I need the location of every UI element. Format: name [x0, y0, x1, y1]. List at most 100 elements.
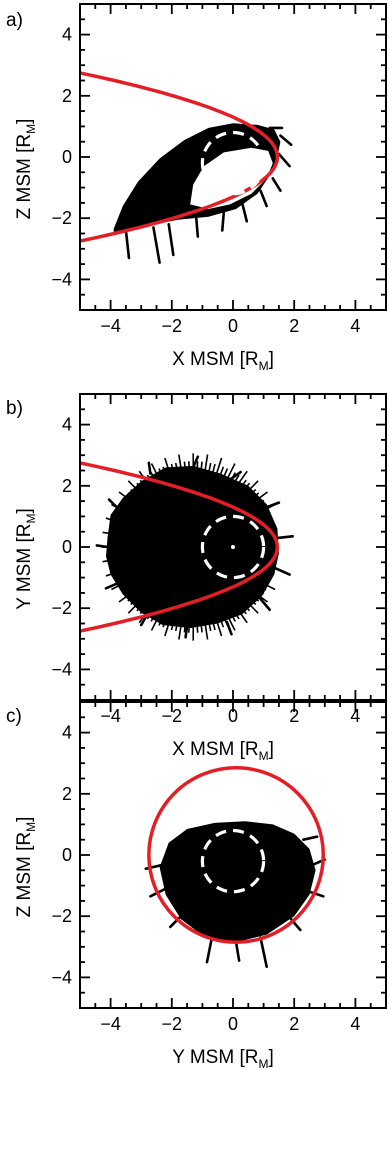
trajectory-whisker: [274, 567, 291, 576]
x-tick-label: 4: [350, 706, 360, 726]
x-tick-label: 4: [350, 316, 360, 336]
trajectory: [144, 821, 327, 968]
trajectory-whisker: [162, 619, 167, 628]
trajectory-whisker: [183, 624, 187, 633]
y-tick-label: 0: [62, 845, 72, 865]
trajectory-whisker: [219, 619, 225, 628]
trajectory-whisker: [194, 216, 200, 238]
trajectory-whisker: [162, 466, 167, 475]
magnetopause-boundary: [147, 766, 326, 944]
y-tick-label: 0: [62, 537, 72, 557]
trajectory-whisker: [114, 574, 123, 579]
x-tick-label: −2: [162, 706, 183, 726]
trajectory-whisker: [240, 201, 249, 223]
x-tick-label: 2: [289, 1014, 299, 1034]
y-tick-label: −4: [51, 659, 72, 679]
trajectory-whisker: [208, 623, 212, 632]
y-axis-label: Z MSM [RM]: [14, 119, 38, 220]
plot-area: [144, 766, 327, 968]
trajectory-whisker: [246, 480, 259, 493]
trajectory-whisker: [178, 623, 183, 640]
trajectory-whisker: [264, 515, 273, 520]
trajectory-whisker: [127, 492, 135, 499]
trajectory-whisker: [111, 524, 120, 528]
trajectory-whisker: [110, 528, 119, 532]
trajectory-whisker: [243, 604, 251, 612]
trajectory-whisker: [216, 620, 223, 637]
x-tick-label: 2: [289, 706, 299, 726]
trajectory-whisker: [271, 177, 282, 192]
trajectory-whisker: [237, 470, 248, 485]
trajectory-whisker: [220, 210, 226, 232]
x-tick-label: 0: [228, 1014, 238, 1034]
trajectory-whisker: [174, 623, 179, 632]
plot-area: [80, 71, 293, 264]
y-axis-label: Z MSM [RM]: [14, 817, 38, 918]
trajectory-whisker: [308, 890, 325, 898]
trajectory-whisker: [212, 622, 216, 631]
trajectory-whisker: [147, 461, 152, 475]
trajectory-whisker: [102, 558, 118, 563]
plot-area: [80, 453, 294, 641]
trajectory-whisker: [110, 562, 119, 566]
trajectory-whisker: [130, 598, 137, 606]
trajectory-whisker: [114, 515, 123, 520]
trajectory-whisker: [266, 524, 275, 528]
trajectory-whisker: [150, 472, 156, 480]
y-tick-label: −2: [51, 906, 72, 926]
trajectory-whisker: [174, 462, 179, 471]
panel-1: −4 −2 0 2 4 −4 −2 0 2 4 a) X MSM [RM] Z MSM [RM]: [6, 3, 387, 373]
trajectory-whisker: [118, 491, 132, 502]
trajectory-whisker: [127, 595, 135, 602]
trajectory-whisker: [127, 601, 140, 614]
trajectory-whisker: [139, 607, 146, 615]
y-tick-label: 4: [62, 415, 72, 435]
x-tick-label: −4: [100, 1014, 121, 1034]
trajectory-whisker: [227, 616, 236, 631]
trajectory-whisker: [150, 463, 160, 478]
trajectory-whisker: [254, 491, 268, 502]
trajectory-whisker: [184, 625, 189, 639]
trajectory-whisker: [240, 607, 247, 615]
trajectory-whisker: [240, 479, 247, 487]
y-axis-label: Y MSM [RM]: [14, 508, 38, 610]
trajectory-whisker: [111, 566, 120, 570]
trajectory-whisker: [205, 937, 213, 964]
trajectory-whisker: [111, 581, 126, 591]
trajectory-whisker: [246, 601, 259, 614]
trajectory-whisker: [122, 499, 130, 506]
trajectory-fill: [159, 821, 316, 943]
trajectory-whisker: [261, 581, 276, 591]
trajectory-fill: [113, 123, 281, 232]
trajectory-whisker: [116, 511, 124, 516]
trajectory-whisker: [139, 479, 146, 487]
trajectory-whisker: [122, 588, 130, 595]
panel-2: −4 −2 0 2 4 −4 −2 0 2 4 b) X MSM [RM] Y MSM [RM]: [6, 393, 387, 763]
x-tick-label: 4: [350, 1014, 360, 1034]
trajectory-whisker: [164, 620, 171, 637]
trajectory-whisker: [264, 574, 273, 579]
trajectory-whisker: [243, 482, 251, 490]
trajectory-whisker: [249, 488, 257, 496]
panel-label: c): [6, 706, 22, 727]
magnetopause-boundary: [80, 461, 280, 633]
trajectory-whisker: [259, 503, 267, 509]
trajectory-whisker: [261, 503, 276, 513]
trajectory-whisker: [130, 488, 137, 496]
trajectory-whisker: [259, 189, 268, 208]
trajectory-whisker: [208, 462, 212, 471]
trajectory-whisker: [234, 940, 241, 962]
trajectory-whisker: [168, 914, 183, 929]
x-axis-label: Y MSM [RM]: [172, 1047, 274, 1071]
trajectory-whisker: [170, 622, 175, 631]
trajectory-whisker: [259, 585, 267, 591]
planet-outline: [200, 514, 266, 580]
trajectory-whisker: [136, 604, 143, 612]
planet-outline: [200, 130, 266, 196]
x-tick-label: −2: [162, 316, 183, 336]
trajectory-whisker: [119, 585, 128, 591]
plot-frame: [79, 3, 387, 311]
x-tick-label: 0: [228, 316, 238, 336]
y-tick-label: 0: [62, 147, 72, 167]
trajectory-whisker: [150, 614, 156, 622]
